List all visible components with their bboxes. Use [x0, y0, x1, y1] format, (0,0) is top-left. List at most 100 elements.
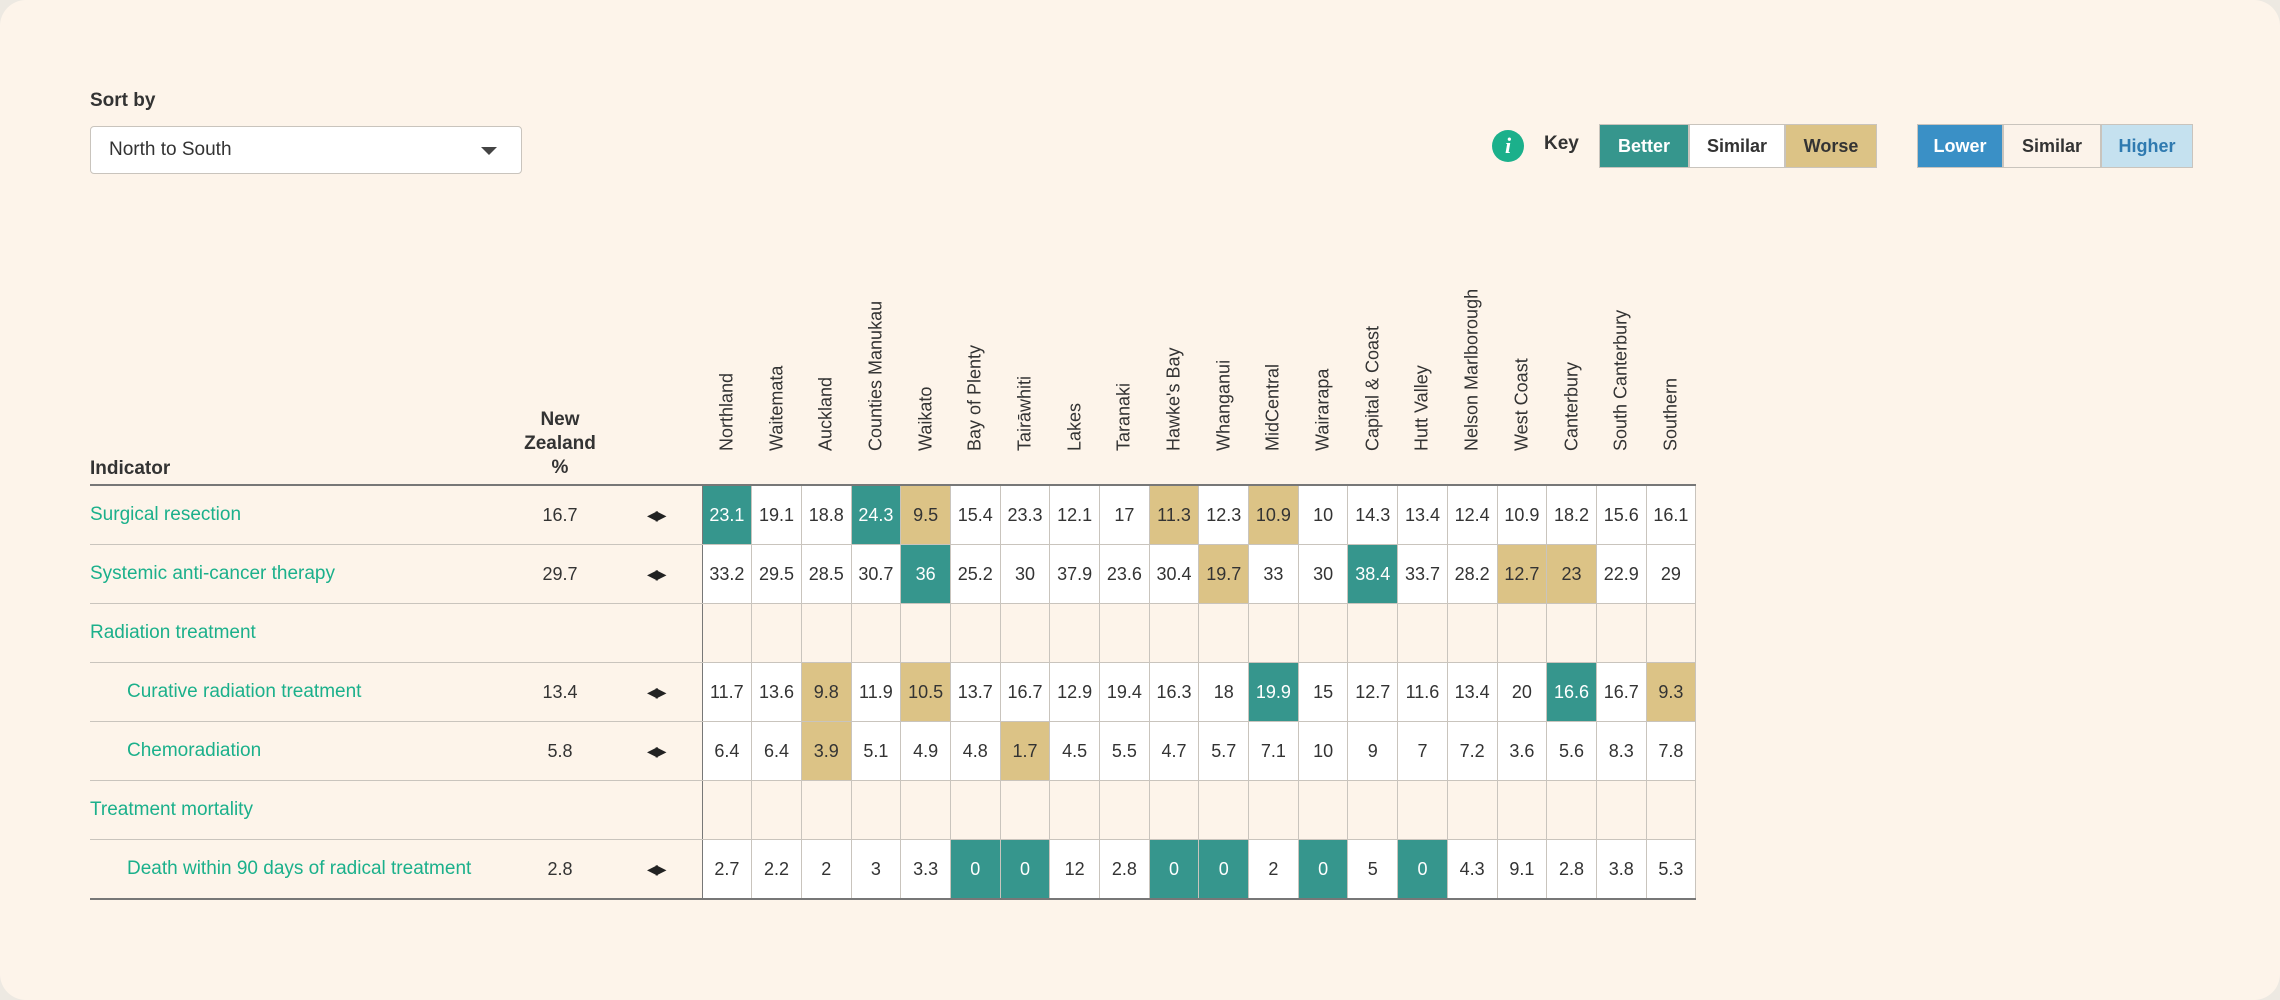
region-value-cell: 4.8 — [949, 721, 1001, 781]
scroll-arrows-icon[interactable]: ◀▶ — [610, 662, 702, 722]
arrow-cell-empty — [610, 603, 702, 663]
region-label: South Canterbury — [1610, 309, 1631, 451]
region-value-cell — [1546, 780, 1597, 840]
region-value-cell: 30 — [1297, 544, 1349, 604]
indicator-link[interactable]: Treatment mortality — [90, 780, 510, 840]
region-value-cell: 16.6 — [1546, 662, 1597, 722]
new-zealand-value — [510, 603, 610, 663]
region-label: West Coast — [1511, 358, 1532, 451]
region-value-cell — [1248, 603, 1299, 663]
region-value-cell: 29 — [1645, 544, 1697, 604]
region-value-cell — [1049, 780, 1100, 840]
region-column-header: South Canterbury — [1596, 236, 1647, 486]
region-value-cell: 28.2 — [1446, 544, 1498, 604]
region-value-cell: 18 — [1198, 662, 1250, 722]
region-value-cell — [1148, 780, 1200, 840]
region-column-header: Hutt Valley — [1397, 236, 1448, 486]
table-row: Treatment mortality — [90, 780, 1697, 840]
region-value-cell: 2.8 — [1546, 839, 1597, 900]
region-label: Northland — [716, 372, 737, 451]
region-value-cell: 12.3 — [1198, 485, 1250, 545]
region-value-cell — [1496, 780, 1548, 840]
info-icon[interactable]: i — [1492, 130, 1524, 162]
indicator-link[interactable]: Surgical resection — [90, 485, 510, 545]
key-label: Key — [1544, 133, 1579, 154]
region-column-header: Waitemata — [751, 236, 802, 486]
region-label: Counties Manukau — [865, 300, 886, 451]
region-column-header: Southern — [1646, 236, 1696, 486]
region-value-cell: 4.9 — [900, 721, 951, 781]
region-value-cell: 9.3 — [1645, 662, 1697, 722]
region-value-cell: 18.8 — [800, 485, 852, 545]
indicator-table: Indicator New Zealand % Northland Waitema… — [90, 236, 1697, 900]
region-label: Waikato — [915, 386, 936, 451]
scroll-arrows-icon[interactable]: ◀▶ — [610, 544, 702, 604]
scroll-arrows-icon[interactable]: ◀▶ — [610, 721, 702, 781]
region-value-cell: 0 — [949, 839, 1001, 900]
indicator-link[interactable]: Systemic anti-cancer therapy — [90, 544, 510, 604]
region-value-cell: 12.1 — [1049, 485, 1100, 545]
region-value-cell — [751, 603, 802, 663]
region-column-header: Nelson Marlborough — [1447, 236, 1497, 486]
indicator-link[interactable]: Chemoradiation — [90, 721, 510, 781]
region-value-cell: 25.2 — [949, 544, 1001, 604]
arrow-cell-empty — [610, 780, 702, 840]
region-value-cell: 10.5 — [900, 662, 951, 722]
region-value-cell: 6.4 — [751, 721, 802, 781]
key-worse: Worse — [1785, 124, 1877, 168]
region-column-header: West Coast — [1497, 236, 1547, 486]
arrow-column-header — [610, 236, 702, 486]
region-value-cell — [1198, 603, 1250, 663]
region-column-header: Taranaki — [1099, 236, 1150, 486]
region-value-cell — [1099, 603, 1150, 663]
region-value-cell — [850, 603, 902, 663]
indicator-link[interactable]: Radiation treatment — [90, 603, 510, 663]
region-value-cell — [1595, 603, 1647, 663]
region-value-cell: 23.3 — [999, 485, 1051, 545]
region-label: Canterbury — [1561, 361, 1582, 451]
region-value-cell: 19.1 — [751, 485, 802, 545]
region-value-cell: 14.3 — [1347, 485, 1399, 545]
new-zealand-header-unit: % — [551, 457, 569, 478]
region-value-cell: 3 — [850, 839, 902, 900]
region-value-cell: 13.4 — [1397, 485, 1448, 545]
region-label: Auckland — [815, 376, 836, 451]
region-value-cell: 2 — [1248, 839, 1299, 900]
region-value-cell — [1397, 603, 1448, 663]
region-label: Nelson Marlborough — [1461, 288, 1482, 451]
region-value-cell: 15.6 — [1595, 485, 1647, 545]
region-value-cell: 29.5 — [751, 544, 802, 604]
region-value-cell: 0 — [1198, 839, 1250, 900]
region-value-cell — [1595, 780, 1647, 840]
region-value-cell: 13.4 — [1446, 662, 1498, 722]
region-value-cell: 38.4 — [1347, 544, 1399, 604]
region-value-cell: 22.9 — [1595, 544, 1647, 604]
scroll-arrows-icon[interactable]: ◀▶ — [610, 485, 702, 545]
new-zealand-value — [510, 780, 610, 840]
key-better-worse: Better Similar Worse — [1599, 124, 1877, 170]
region-column-header: Tairāwhiti — [1000, 236, 1050, 486]
region-value-cell: 33 — [1248, 544, 1299, 604]
sort-by-value: North to South — [109, 139, 232, 160]
region-value-cell — [999, 603, 1051, 663]
region-value-cell: 4.3 — [1446, 839, 1498, 900]
region-value-cell — [800, 603, 852, 663]
region-value-cell: 3.9 — [800, 721, 852, 781]
table-row: Curative radiation treatment 13.4 ◀▶ 11.7 13… — [90, 662, 1697, 722]
region-value-cell: 10 — [1297, 721, 1349, 781]
region-value-cell: 19.9 — [1248, 662, 1299, 722]
region-value-cell: 2 — [800, 839, 852, 900]
region-value-cell: 11.6 — [1397, 662, 1448, 722]
new-zealand-value: 2.8 — [510, 839, 610, 900]
region-value-cell: 28.5 — [800, 544, 852, 604]
region-value-cell: 19.7 — [1198, 544, 1250, 604]
region-value-cell — [701, 603, 753, 663]
scroll-arrows-icon[interactable]: ◀▶ — [610, 839, 702, 900]
region-value-cell: 5 — [1347, 839, 1399, 900]
table-header-row: Indicator New Zealand % Northland Waitema… — [90, 236, 1696, 486]
indicator-link[interactable]: Death within 90 days of radical treatmen… — [90, 839, 510, 900]
indicator-link[interactable]: Curative radiation treatment — [90, 662, 510, 722]
sort-by-select[interactable]: North to South — [90, 126, 522, 174]
region-value-cell: 9.1 — [1496, 839, 1548, 900]
region-value-cell: 30.7 — [850, 544, 902, 604]
